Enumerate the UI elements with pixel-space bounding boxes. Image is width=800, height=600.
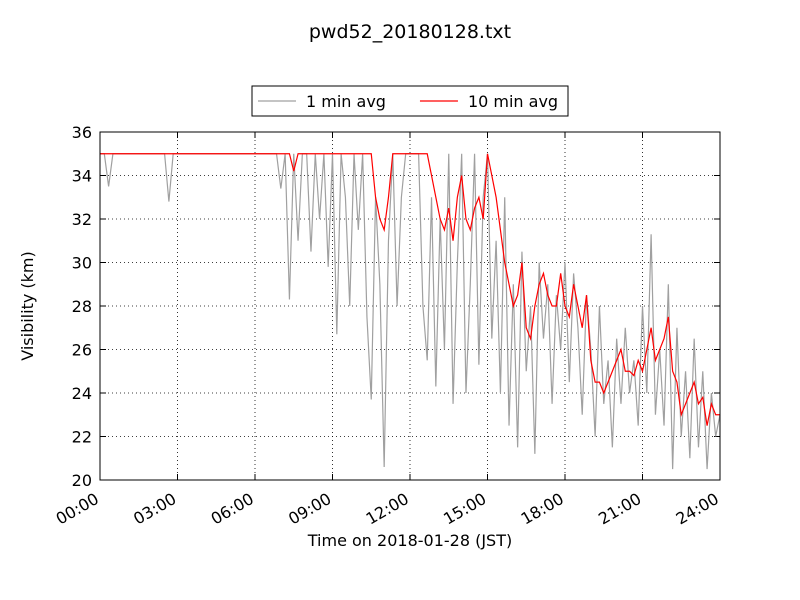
- legend: [251, 85, 569, 117]
- y-tick-label: 28: [72, 297, 92, 316]
- x-tick-label: 21:00: [595, 489, 644, 529]
- chart-title: pwd52_20180128.txt: [309, 21, 511, 43]
- x-tick-label: 06:00: [208, 489, 257, 529]
- series-line: [100, 153, 720, 426]
- y-tick-label: 30: [72, 254, 92, 273]
- series-line: [100, 153, 721, 470]
- x-tick-label: 00:00: [53, 489, 102, 529]
- x-axis-label: Time on 2018-01-28 (JST): [307, 531, 512, 550]
- y-tick-label: 26: [72, 341, 92, 360]
- x-tick-label: 24:00: [673, 489, 722, 529]
- y-tick-label: 32: [72, 210, 92, 229]
- y-tick-label: 20: [72, 471, 92, 490]
- x-tick-label: 12:00: [363, 489, 412, 529]
- y-tick-label: 24: [72, 384, 92, 403]
- plot-frame: [99, 131, 721, 481]
- legend-label: 10 min avg: [468, 92, 558, 111]
- x-tick-label: 18:00: [518, 489, 567, 529]
- y-tick-label: 34: [72, 167, 92, 186]
- y-axis-label: Visibility (km): [18, 251, 37, 360]
- y-tick-label: 22: [72, 428, 92, 447]
- x-tick-label: 03:00: [130, 489, 179, 529]
- legend-label: 1 min avg: [306, 92, 386, 111]
- x-tick-label: 15:00: [440, 489, 489, 529]
- x-tick-label: 09:00: [285, 489, 334, 529]
- y-tick-label: 36: [72, 123, 92, 142]
